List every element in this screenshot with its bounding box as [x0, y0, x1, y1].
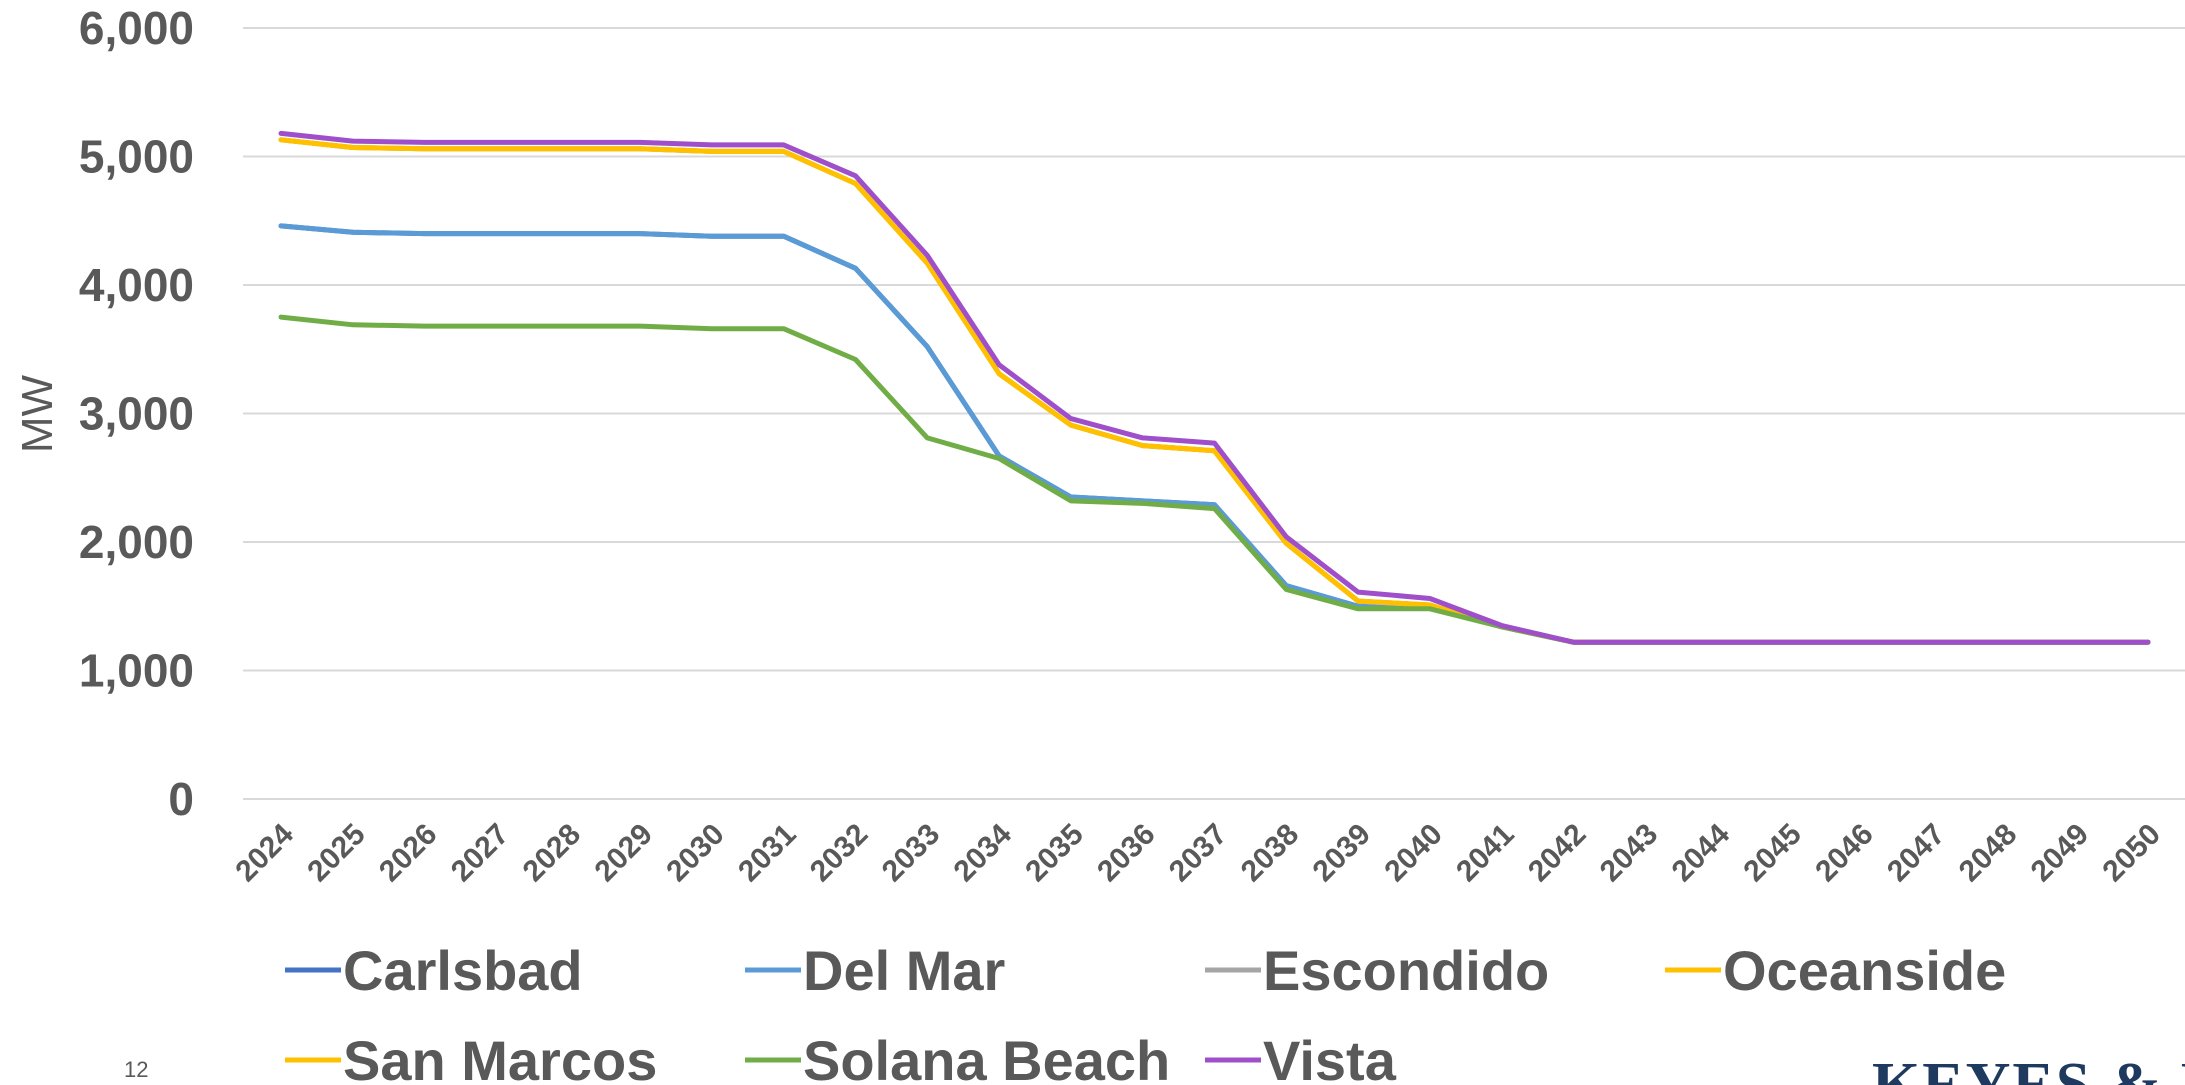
series-line-del-mar [278, 223, 2151, 645]
x-tick-label: 2037 [1163, 818, 1234, 889]
x-tick-label: 2050 [2096, 818, 2167, 889]
y-tick-label: 6,000 [79, 2, 194, 54]
x-tick-label: 2026 [373, 818, 444, 889]
y-tick-label: 0 [168, 773, 194, 825]
legend-label: Vista [1263, 1029, 1397, 1085]
legend-label: San Marcos [343, 1029, 657, 1085]
x-tick-label: 2042 [1522, 818, 1593, 889]
x-tick-label: 2040 [1378, 818, 1449, 889]
series-line-carlsbad [278, 223, 2151, 645]
y-tick-label: 5,000 [79, 131, 194, 183]
x-tick-label: 2035 [1019, 818, 1090, 889]
legend[interactable]: Carlsbad Del Mar Escondido Oceanside San Mar… [285, 939, 2006, 1085]
legend-label: Solana Beach [803, 1029, 1170, 1085]
series-line-vista [278, 130, 2151, 645]
gridlines [243, 27, 2185, 800]
y-tick-label: 1,000 [79, 645, 194, 697]
x-tick-label: 2027 [445, 818, 516, 889]
series-lines [278, 130, 2151, 645]
legend-item-vista[interactable]: Vista [1205, 1029, 1397, 1085]
y-tick-label: 4,000 [79, 259, 194, 311]
legend-label: Escondido [1263, 939, 1549, 1002]
x-tick-label: 2043 [1594, 818, 1665, 889]
legend-item-oceanside[interactable]: Oceanside [1665, 939, 2006, 1002]
series-line-san-marcos [278, 137, 2151, 645]
x-tick-label: 2033 [876, 818, 947, 889]
legend-label: Del Mar [803, 939, 1005, 1002]
legend-item-san-marcos[interactable]: San Marcos [285, 1029, 657, 1085]
x-tick-label: 2047 [1881, 818, 1952, 889]
x-tick-label: 2044 [1666, 817, 1737, 888]
legend-item-solana-beach[interactable]: Solana Beach [745, 1029, 1170, 1085]
y-tick-label: 2,000 [79, 516, 194, 568]
x-tick-label: 2034 [947, 817, 1018, 888]
legend-label: Oceanside [1723, 939, 2006, 1002]
y-axis-ticks: 0 1,000 2,000 3,000 4,000 5,000 6,000 [79, 2, 194, 825]
page-number: 12 [124, 1057, 149, 1082]
x-tick-label: 2038 [1235, 818, 1306, 889]
x-tick-label: 2032 [804, 818, 875, 889]
legend-item-del-mar[interactable]: Del Mar [745, 939, 1005, 1002]
x-tick-label: 2024 [229, 817, 300, 888]
legend-item-carlsbad[interactable]: Carlsbad [285, 939, 583, 1002]
x-tick-label: 2048 [1953, 818, 2024, 889]
x-tick-label: 2029 [588, 818, 659, 889]
y-axis-label: MW [13, 374, 62, 453]
legend-item-escondido[interactable]: Escondido [1205, 939, 1549, 1002]
x-tick-label: 2030 [660, 818, 731, 889]
x-axis-ticks: 2024 2025 2026 2027 2028 2029 2030 2031 2032 2033… [229, 817, 2167, 888]
x-tick-label: 2045 [1737, 818, 1808, 889]
x-tick-label: 2046 [1809, 818, 1880, 889]
x-tick-label: 2039 [1307, 818, 1378, 889]
company-logo: KEYES & FOX [1872, 1052, 2185, 1085]
x-tick-label: 2036 [1091, 818, 1162, 889]
series-line-solana-beach [278, 314, 2151, 645]
x-tick-label: 2028 [517, 818, 588, 889]
legend-label: Carlsbad [343, 939, 583, 1002]
x-tick-label: 2025 [301, 818, 372, 889]
x-tick-label: 2031 [732, 818, 803, 889]
x-tick-label: 2041 [1450, 818, 1521, 889]
series-line-escondido [278, 137, 2151, 645]
series-line-oceanside [278, 137, 2151, 645]
y-tick-label: 3,000 [79, 388, 194, 440]
x-tick-label: 2049 [2025, 818, 2096, 889]
